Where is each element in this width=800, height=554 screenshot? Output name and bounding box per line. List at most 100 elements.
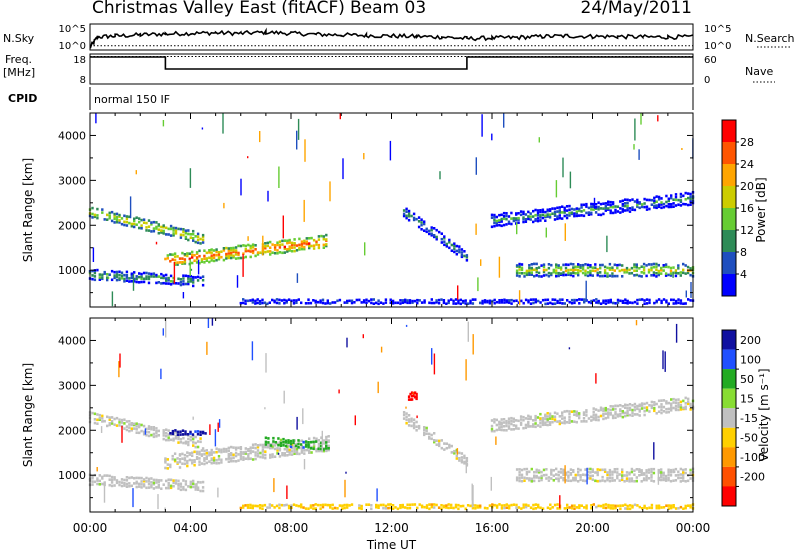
- scatter-cell: [582, 417, 586, 420]
- scatter-cell: [193, 254, 196, 257]
- noise-streak: [164, 507, 166, 510]
- scatter-cell: [118, 270, 121, 274]
- scatter-cell: [667, 478, 670, 482]
- scatter-cell: [677, 476, 680, 480]
- scatter-cell: [266, 244, 269, 248]
- scatter-cell: [619, 413, 622, 416]
- scatter-cell: [674, 407, 678, 411]
- scatter-cell: [188, 458, 191, 462]
- scatter-cell: [548, 423, 552, 426]
- scatter-cell: [338, 298, 342, 302]
- scatter-cell: [283, 239, 286, 242]
- scatter-cell: [611, 479, 614, 482]
- scatter-cell: [195, 261, 199, 264]
- scatter-cell: [171, 457, 174, 461]
- scatter-cell: [660, 272, 663, 275]
- scatter-cell: [165, 434, 168, 438]
- scatter-cell: [184, 440, 188, 444]
- scatter-cell: [172, 281, 175, 285]
- noise-streak: [278, 166, 280, 188]
- scatter-cell: [474, 504, 477, 507]
- scatter-cell: [563, 419, 566, 422]
- scatter-cell: [314, 301, 317, 304]
- scatter-cell: [515, 419, 518, 422]
- scatter-cell: [249, 255, 252, 259]
- scatter-cell: [300, 240, 304, 243]
- scatter-cell: [603, 479, 607, 483]
- scatter-cell: [187, 280, 190, 283]
- noise-streak: [132, 488, 134, 508]
- scatter-cell: [541, 298, 545, 302]
- scatter-cell: [268, 506, 271, 509]
- scatter-cell: [677, 473, 680, 477]
- scatter-cell: [645, 478, 648, 482]
- scatter-cell: [621, 268, 624, 272]
- scatter-cell: [667, 407, 670, 411]
- scatter-cell: [152, 432, 156, 436]
- scatter-cell: [525, 467, 529, 471]
- scatter-cell: [579, 468, 582, 472]
- scatter-cell: [205, 257, 208, 260]
- scatter-cell: [264, 453, 267, 457]
- scatter-cell: [597, 201, 600, 204]
- scatter-cell: [150, 230, 153, 233]
- scatter-cell: [420, 504, 424, 508]
- scatter-cell: [191, 459, 194, 462]
- scatter-cell: [518, 265, 521, 268]
- scatter-cell: [304, 445, 308, 448]
- scatter-cell: [415, 420, 418, 424]
- scatter-cell: [322, 235, 325, 238]
- scatter-cell: [628, 473, 631, 476]
- scatter-cell: [123, 277, 126, 281]
- scatter-cell: [425, 230, 428, 234]
- scatter-cell: [647, 477, 651, 480]
- scatter-cell: [528, 478, 531, 482]
- scatter-cell: [611, 272, 614, 275]
- scatter-cell: [377, 302, 380, 306]
- scatter-cell: [425, 432, 428, 435]
- scatter-cell: [196, 486, 200, 489]
- noise-streak: [119, 353, 121, 368]
- scatter-cell: [672, 504, 675, 507]
- scatter-cell: [589, 474, 592, 478]
- scatter-cell: [155, 481, 158, 484]
- scatter-cell: [186, 451, 189, 454]
- scatter-cell: [672, 406, 675, 410]
- scatter-cell: [527, 299, 530, 302]
- scatter-cell: [140, 429, 143, 433]
- scatter-cell: [448, 443, 451, 447]
- noise-streak: [363, 153, 365, 160]
- scatter-cell: [222, 258, 226, 262]
- noise-streak: [457, 285, 459, 300]
- colorbar-tick-label: 4: [740, 268, 747, 281]
- scatter-cell: [188, 252, 191, 255]
- scatter-cell: [194, 430, 197, 433]
- scatter-cell: [423, 505, 426, 509]
- scatter-cell: [251, 504, 254, 508]
- scatter-cell: [234, 451, 238, 455]
- noise-streak: [477, 277, 479, 292]
- scatter-cell: [164, 459, 167, 462]
- scatter-cell: [539, 418, 542, 422]
- scatter-cell: [259, 251, 262, 254]
- scatter-cell: [287, 298, 291, 301]
- scatter-cell: [319, 447, 323, 451]
- scatter-cell: [555, 467, 558, 471]
- scatter-cell: [599, 213, 603, 217]
- scatter-cell: [196, 235, 200, 238]
- scatter-cell: [606, 272, 609, 275]
- scatter-cell: [553, 503, 557, 507]
- scatter-cell: [530, 467, 533, 471]
- scatter-cell: [548, 417, 552, 420]
- scatter-cell: [324, 503, 327, 507]
- scatter-cell: [155, 435, 158, 438]
- scatter-cell: [191, 454, 194, 457]
- scatter-cell: [546, 215, 549, 218]
- scatter-cell: [684, 198, 687, 201]
- scatter-cell: [350, 301, 354, 305]
- scatter-cell: [174, 232, 178, 235]
- scatter-cell: [626, 403, 629, 407]
- scatter-cell: [269, 246, 272, 249]
- noise-streak: [236, 275, 239, 288]
- scatter-cell: [283, 251, 286, 254]
